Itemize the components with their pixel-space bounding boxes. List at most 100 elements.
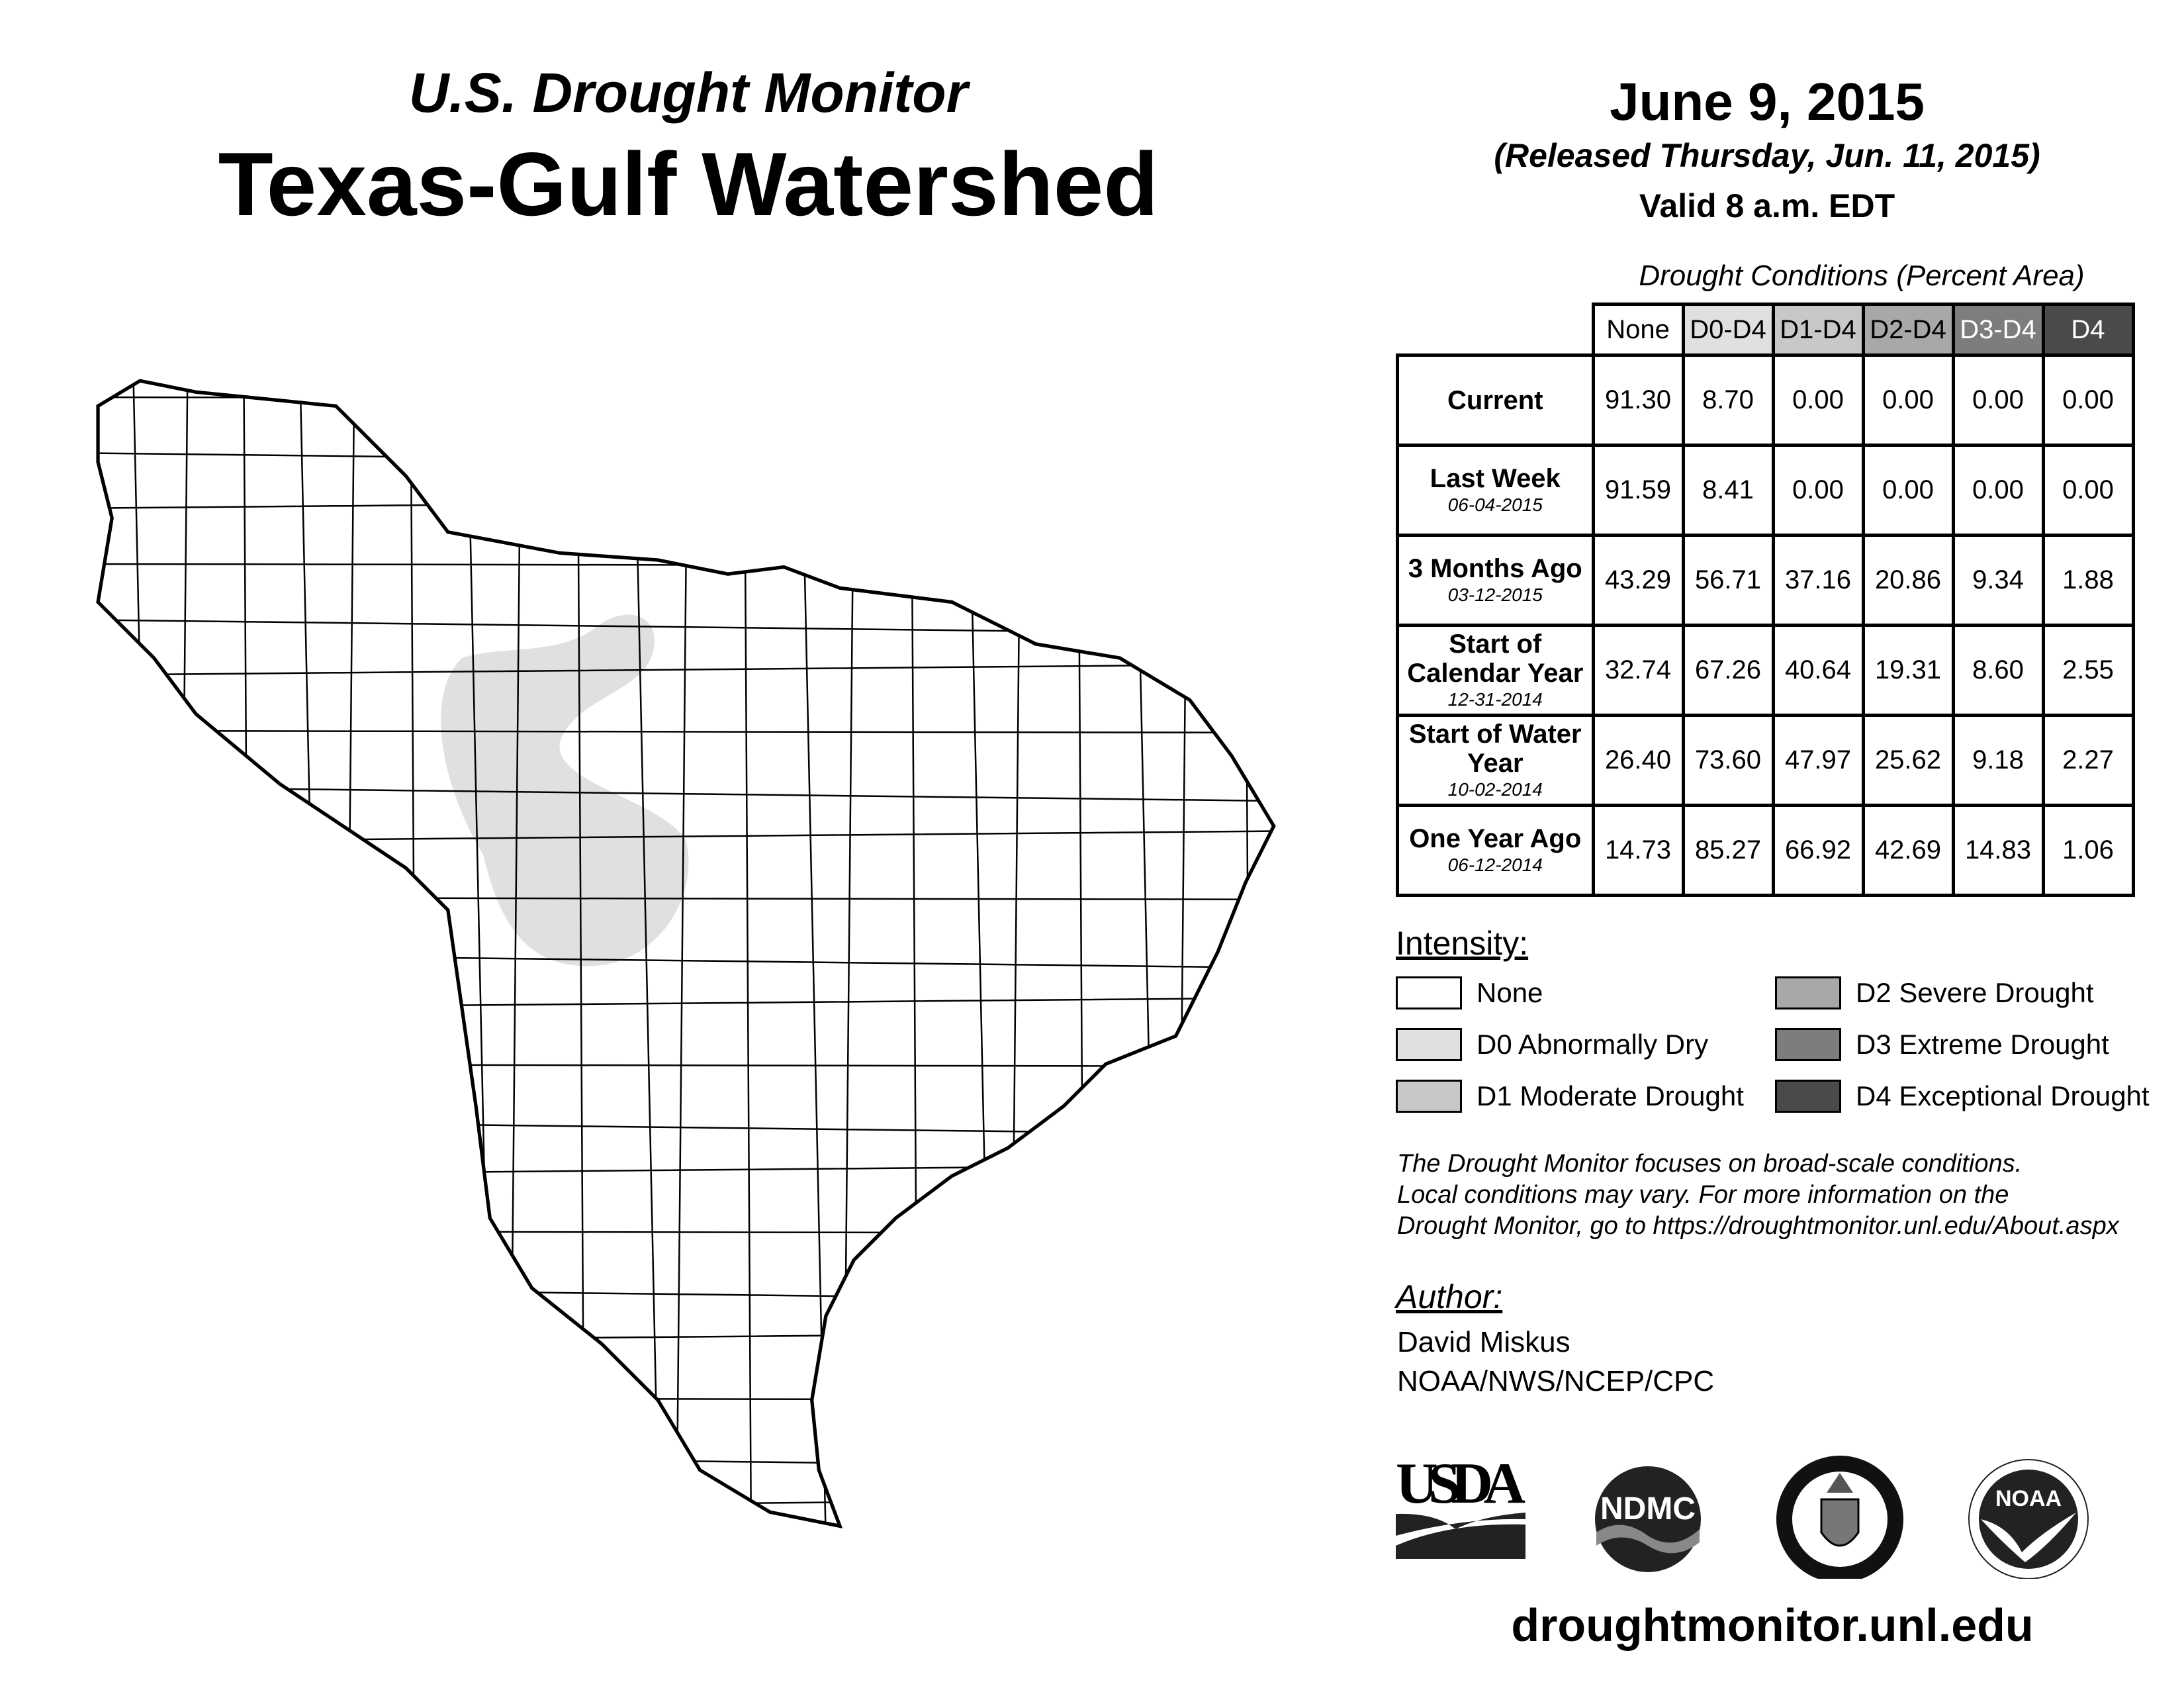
table-row: 3 Months Ago 03-12-2015 43.29 56.71 37.16 20.…	[1396, 534, 2135, 627]
monitor-subtitle: U.S. Drought Monitor	[408, 62, 968, 124]
disclaimer-line: Local conditions may vary. For more info…	[1397, 1181, 2009, 1209]
table-cell: 1.88	[2041, 534, 2135, 627]
row-label-text: One Year Ago	[1409, 823, 1582, 853]
row-label: One Year Ago 06-12-2014	[1396, 804, 1595, 897]
table-cell: 14.73	[1591, 804, 1685, 897]
table-cell: 0.00	[1951, 444, 2045, 537]
table-cell: 8.41	[1681, 444, 1775, 537]
row-label-text: Last Week	[1430, 463, 1561, 493]
row-date: 12-31-2014	[1447, 688, 1543, 710]
author-title: Author:	[1396, 1278, 1503, 1315]
author-name: David Miskus	[1397, 1326, 1570, 1358]
table-cell: 85.27	[1681, 804, 1775, 897]
table-cell: 25.62	[1861, 714, 1955, 807]
county-boundaries	[98, 381, 1274, 1526]
noaa-logo: NOAA	[1968, 1459, 2089, 1579]
legend-item: D3 Extreme Drought	[1775, 1028, 2109, 1061]
row-label: Start of Calendar Year 12-31-2014	[1396, 624, 1595, 717]
column-header-d2-d4: D2-D4	[1861, 303, 1955, 357]
row-label: Current	[1396, 353, 1595, 447]
watershed-map	[96, 379, 1276, 1528]
row-label-text: Current	[1447, 385, 1543, 415]
table-cell: 0.00	[2041, 353, 2135, 447]
drought-conditions-table: None D0-D4 D1-D4 D2-D4 D3-D4 D4 Current 91.30 8…	[1396, 303, 2135, 897]
svg-text:USDA: USDA	[1396, 1453, 1525, 1516]
table-cell: 91.30	[1591, 353, 1685, 447]
svg-text:NOAA: NOAA	[1995, 1486, 2062, 1511]
table-cell: 56.71	[1681, 534, 1775, 627]
author-org: NOAA/NWS/NCEP/CPC	[1397, 1365, 1715, 1397]
table-cell: 40.64	[1771, 624, 1865, 717]
d0-drought-area	[441, 614, 689, 966]
svg-text:NDMC: NDMC	[1600, 1491, 1696, 1526]
legend-item: D1 Moderate Drought	[1396, 1080, 1744, 1113]
disclaimer-line: The Drought Monitor focuses on broad-sca…	[1397, 1150, 2023, 1178]
legend-swatch	[1775, 1028, 1841, 1061]
table-row: Last Week 06-04-2015 91.59 8.41 0.00 0.00 0.00…	[1396, 444, 2135, 537]
row-date: 10-02-2014	[1447, 778, 1543, 800]
row-label: 3 Months Ago 03-12-2015	[1396, 534, 1595, 627]
table-row: Start of Water Year 10-02-2014 26.40 73.60 4…	[1396, 714, 2135, 807]
legend-label: D3 Extreme Drought	[1856, 1029, 2109, 1060]
page-title: Texas-Gulf Watershed	[218, 134, 1159, 234]
release-date: (Released Thursday, Jun. 11, 2015)	[1494, 137, 2040, 174]
table-cell: 0.00	[1771, 444, 1865, 537]
usda-logo: USDA	[1396, 1453, 1525, 1559]
table-cell: 0.00	[1771, 353, 1865, 447]
row-date: 06-04-2015	[1447, 494, 1543, 515]
table-row: One Year Ago 06-12-2014 14.73 85.27 66.92 42.…	[1396, 804, 2135, 897]
table-cell: 26.40	[1591, 714, 1685, 807]
legend-item: None	[1396, 976, 1543, 1009]
table-cell: 47.97	[1771, 714, 1865, 807]
table-cell: 14.83	[1951, 804, 2045, 897]
table-row: Start of Calendar Year 12-31-2014 32.74 67.…	[1396, 624, 2135, 717]
table-cell: 0.00	[1951, 353, 2045, 447]
legend-swatch	[1396, 976, 1462, 1009]
table-cell: 20.86	[1861, 534, 1955, 627]
column-header-d0-d4: D0-D4	[1681, 303, 1775, 357]
legend-swatch	[1396, 1080, 1462, 1113]
table-cell: 9.18	[1951, 714, 2045, 807]
column-header-d1-d4: D1-D4	[1771, 303, 1865, 357]
author-info: David Miskus NOAA/NWS/NCEP/CPC	[1397, 1323, 1714, 1401]
row-date: 03-12-2015	[1447, 584, 1543, 605]
legend-label: None	[1477, 977, 1543, 1008]
table-cell: 42.69	[1861, 804, 1955, 897]
table-cell: 8.60	[1951, 624, 2045, 717]
legend-label: D0 Abnormally Dry	[1477, 1029, 1709, 1060]
table-row: Current 91.30 8.70 0.00 0.00 0.00 0.00	[1396, 353, 2135, 447]
legend-item: D4 Exceptional Drought	[1775, 1080, 2150, 1113]
row-label-text: Start of Calendar Year	[1407, 629, 1584, 688]
table-cell: 73.60	[1681, 714, 1775, 807]
disclaimer-line: Drought Monitor, go to https://droughtmo…	[1397, 1212, 2119, 1240]
department-of-commerce-seal	[1776, 1456, 1903, 1579]
table-cell: 2.55	[2041, 624, 2135, 717]
legend-title: Intensity:	[1396, 925, 1529, 962]
table-cell: 91.59	[1591, 444, 1685, 537]
valid-time: Valid 8 a.m. EDT	[1639, 187, 1895, 224]
legend-label: D1 Moderate Drought	[1477, 1080, 1744, 1111]
row-label: Last Week 06-04-2015	[1396, 444, 1595, 537]
table-cell: 43.29	[1591, 534, 1685, 627]
legend-item: D2 Severe Drought	[1775, 976, 2094, 1009]
watershed-boundary	[96, 379, 1276, 1528]
legend-swatch	[1396, 1028, 1462, 1061]
table-cell: 8.70	[1681, 353, 1775, 447]
table-cell: 66.92	[1771, 804, 1865, 897]
column-header-d4: D4	[2041, 303, 2135, 357]
website-link[interactable]: droughtmonitor.unl.edu	[1511, 1599, 2034, 1651]
ndmc-logo: NDMC	[1595, 1466, 1701, 1572]
row-date: 06-12-2014	[1447, 854, 1543, 875]
table-cell: 0.00	[2041, 444, 2135, 537]
table-cell: 1.06	[2041, 804, 2135, 897]
legend-swatch	[1775, 1080, 1841, 1113]
map-date: June 9, 2015	[1610, 72, 1925, 131]
row-label-text: Start of Water Year	[1408, 719, 1582, 778]
column-header-d3-d4: D3-D4	[1951, 303, 2045, 357]
table-cell: 19.31	[1861, 624, 1955, 717]
legend-item: D0 Abnormally Dry	[1396, 1028, 1708, 1061]
column-header-none: None	[1591, 303, 1685, 357]
table-cell: 2.27	[2041, 714, 2135, 807]
legend-label: D4 Exceptional Drought	[1856, 1080, 2150, 1111]
table-cell: 32.74	[1591, 624, 1685, 717]
